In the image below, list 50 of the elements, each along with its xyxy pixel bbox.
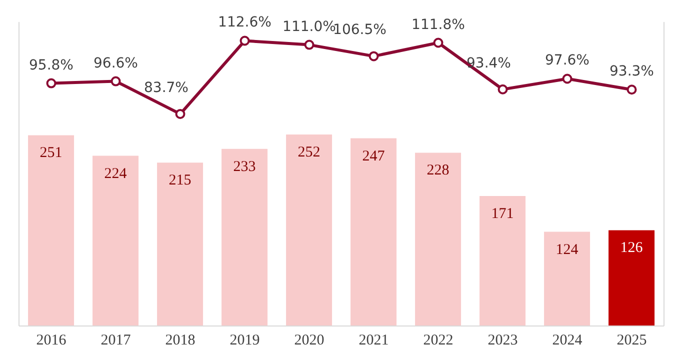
x-tick-label: 2022 (423, 332, 454, 349)
x-tick-label: 2017 (100, 332, 132, 349)
bar (157, 162, 204, 326)
bar (28, 135, 74, 326)
data-label: 83.7% (144, 80, 188, 96)
data-label: 171 (491, 206, 514, 222)
point (110, 76, 121, 86)
data-label: 224 (104, 166, 128, 182)
data-label: 247 (362, 148, 386, 164)
x-tick-label: 2021 (358, 332, 389, 349)
point (368, 51, 379, 62)
data-label: 233 (233, 158, 256, 175)
point (562, 74, 572, 84)
bar (544, 232, 590, 326)
x-tick-label: 2019 (230, 332, 260, 349)
data-label: 95.8% (29, 57, 74, 74)
bar (608, 230, 655, 326)
x-tick-label: 2016 (36, 332, 67, 349)
point (240, 36, 250, 46)
point (626, 84, 637, 95)
x-tick-label: 2018 (165, 332, 196, 349)
data-label: 112.6% (218, 14, 272, 31)
data-label: 126 (620, 240, 644, 256)
data-label: 96.6% (94, 55, 138, 72)
data-label: 252 (298, 144, 320, 160)
bar (415, 152, 462, 326)
data-label: 111.8% (412, 16, 465, 33)
bar (286, 134, 332, 326)
x-tick-label: 2025 (616, 332, 647, 349)
data-label: 93.3% (610, 64, 654, 80)
x-tick-label: 2024 (552, 332, 583, 349)
point (46, 78, 56, 88)
data-label: 93.4% (466, 55, 511, 72)
bar (92, 156, 139, 326)
bar (480, 196, 526, 326)
data-label: 215 (168, 172, 192, 189)
x-tick-label: 2020 (294, 332, 324, 349)
data-label: 251 (40, 145, 62, 162)
bar (222, 148, 268, 326)
data-label: 124 (556, 242, 579, 258)
bar (350, 138, 397, 326)
data-label: 228 (426, 162, 450, 179)
x-tick-label: 2023 (488, 332, 518, 349)
point (498, 84, 508, 94)
point (175, 108, 186, 119)
data-label: 111.0% (282, 18, 336, 35)
data-label: 97.6% (545, 52, 590, 69)
point (304, 40, 314, 50)
data-label: 106.5% (333, 22, 386, 38)
point (433, 38, 444, 48)
